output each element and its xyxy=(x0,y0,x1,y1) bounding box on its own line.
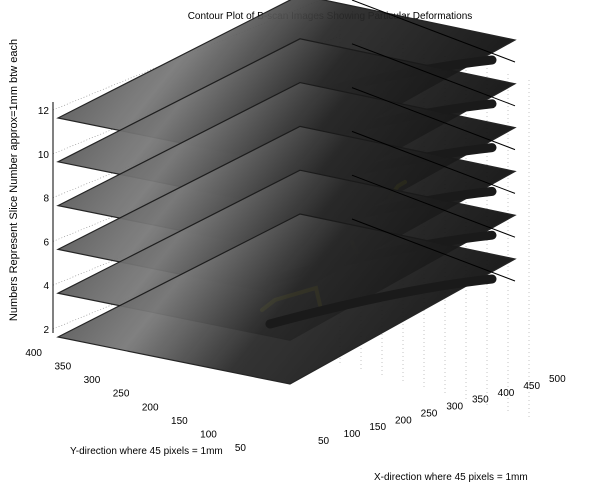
y-axis-ticks: 400 350 300 250 200 150 100 50 xyxy=(25,348,246,454)
z-axis-ticks: 2 4 6 8 10 12 xyxy=(38,102,54,336)
z-tick-label: 12 xyxy=(38,106,50,117)
y-tick-label: 350 xyxy=(54,362,71,373)
y-tick-label: 100 xyxy=(200,429,217,440)
x-tick-label: 400 xyxy=(498,388,515,399)
y-axis-label: Y-direction where 45 pixels = 1mm xyxy=(70,446,223,457)
x-axis-label: X-direction where 45 pixels = 1mm xyxy=(374,472,528,483)
x-axis-ticks: 50 100 150 200 250 300 350 400 450 500 xyxy=(318,374,566,447)
x-tick-label: 200 xyxy=(395,415,412,426)
z-tick-label: 10 xyxy=(38,150,50,161)
slice-guide xyxy=(351,0,516,63)
x-tick-label: 150 xyxy=(369,422,386,433)
x-tick-label: 100 xyxy=(344,429,361,440)
y-tick-label: 400 xyxy=(25,348,42,359)
slice-guide xyxy=(351,218,516,282)
slice-guide xyxy=(351,43,516,107)
z-tick-label: 6 xyxy=(43,237,49,248)
x-tick-label: 300 xyxy=(446,402,463,413)
z-axis-label: Numbers Represent Slice Number approx=1m… xyxy=(8,39,20,321)
slice-guide xyxy=(351,87,516,151)
slice-guide xyxy=(351,174,516,238)
slices xyxy=(56,0,517,385)
slice-edge xyxy=(265,274,497,329)
slice-plane xyxy=(56,213,517,385)
y-tick-label: 250 xyxy=(113,389,130,400)
y-tick-label: 200 xyxy=(142,402,159,413)
y-tick-label: 50 xyxy=(235,443,247,454)
x-tick-label: 450 xyxy=(523,381,540,392)
y-tick-label: 150 xyxy=(171,416,188,427)
x-tick-label: 50 xyxy=(318,436,330,447)
y-tick-label: 300 xyxy=(84,375,101,386)
z-tick-label: 8 xyxy=(43,194,49,205)
z-tick-label: 4 xyxy=(43,281,49,292)
x-tick-label: 350 xyxy=(472,395,489,406)
x-tick-label: 250 xyxy=(421,408,438,419)
x-tick-label: 500 xyxy=(549,374,566,385)
slice-guide xyxy=(351,130,516,194)
z-tick-label: 2 xyxy=(43,325,49,336)
